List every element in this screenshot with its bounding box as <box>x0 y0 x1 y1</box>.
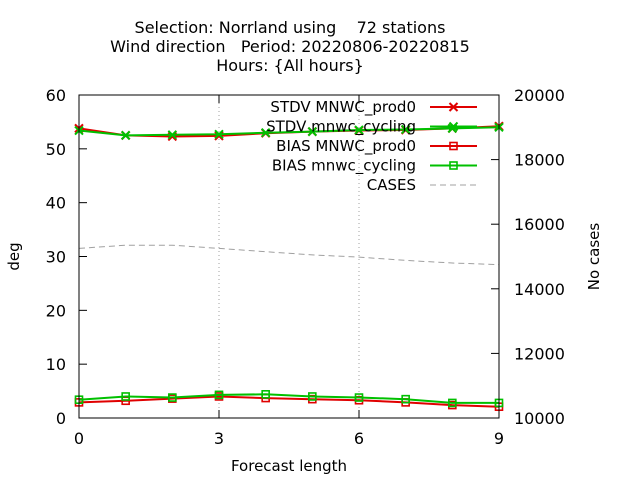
x-tick-label: 9 <box>494 429 504 448</box>
legend-marker-3 <box>449 141 458 151</box>
series-2-point <box>307 126 318 137</box>
series-2-point-stroke-b <box>354 125 364 135</box>
y2-tick-label: 20000 <box>514 86 565 105</box>
legend-label-5: CASES <box>367 176 416 194</box>
series-line-2 <box>78 126 500 137</box>
series-4-point <box>354 393 364 402</box>
y-tick-label: 40 <box>46 194 66 213</box>
legend-marker-4 <box>449 161 458 170</box>
y-tick-label: 30 <box>46 248 66 267</box>
legend-marker-1-stroke-b <box>448 102 459 112</box>
x-tick-label: 3 <box>214 429 224 448</box>
series-4-point <box>214 390 224 400</box>
series-2-point-stroke-b <box>167 130 178 140</box>
series-4-point <box>308 392 317 401</box>
legend-label-4: BIAS mnwc_cycling <box>272 157 416 176</box>
chart-title: Selection: Norrland using 72 stationsWin… <box>110 18 470 75</box>
series-4-point <box>448 398 457 408</box>
y-axis-label: deg <box>5 242 23 270</box>
series-4-point <box>261 390 270 399</box>
series-2-point <box>260 127 271 138</box>
y2-tick-label: 12000 <box>514 344 565 363</box>
series-4-point <box>401 394 410 404</box>
legend-marker-2 <box>448 121 459 132</box>
legend-marker-2-stroke-b <box>448 121 459 132</box>
legend-label-3: BIAS MNWC_prod0 <box>276 137 416 156</box>
series-2-point-stroke-b <box>120 130 131 141</box>
series-2-point <box>400 124 411 135</box>
series-2-point <box>214 129 224 140</box>
plot-series <box>74 121 504 411</box>
x-tick-label: 0 <box>74 429 84 448</box>
title-line-2: Wind direction Period: 20220806-20220815 <box>110 37 470 56</box>
series-2-point <box>167 130 178 140</box>
y-tick-label: 60 <box>46 86 66 105</box>
title-line-3: Hours: {All hours} <box>216 56 364 75</box>
y2-tick-label: 16000 <box>514 215 565 234</box>
series-line-5 <box>78 244 500 266</box>
series-4-point <box>168 393 177 402</box>
y2-tick-label: 10000 <box>514 409 565 428</box>
legend-label-2: STDV mnwc_cycling <box>266 118 416 137</box>
series-2-point-stroke-b <box>260 127 271 138</box>
series-2-point-stroke-b <box>400 124 411 135</box>
legend-marker-1 <box>448 102 459 112</box>
y2-tick-label: 18000 <box>514 151 565 170</box>
y-tick-label: 50 <box>46 140 66 159</box>
y2-tick-label: 14000 <box>514 280 565 299</box>
x-tick-label: 6 <box>354 429 364 448</box>
series-2-point-stroke-b <box>307 126 318 137</box>
series-2-point <box>354 125 364 135</box>
axis-ticks: 0102030405060100001200014000160001800020… <box>46 86 565 448</box>
y-tick-label: 0 <box>56 409 66 428</box>
axis-labels: Forecast length deg No cases <box>5 223 603 475</box>
series-4-point <box>121 392 130 401</box>
series-2-point <box>120 130 131 141</box>
y-tick-label: 20 <box>46 301 66 320</box>
series-line-3 <box>78 395 500 408</box>
y2-axis-label: No cases <box>585 223 603 291</box>
legend-label-1: STDV MNWC_prod0 <box>270 98 416 117</box>
title-line-1: Selection: Norrland using 72 stations <box>135 18 446 37</box>
series-line-4 <box>78 393 499 404</box>
x-axis-label: Forecast length <box>231 457 347 475</box>
series-2-point-stroke-b <box>214 129 224 140</box>
y-tick-label: 10 <box>46 355 66 374</box>
